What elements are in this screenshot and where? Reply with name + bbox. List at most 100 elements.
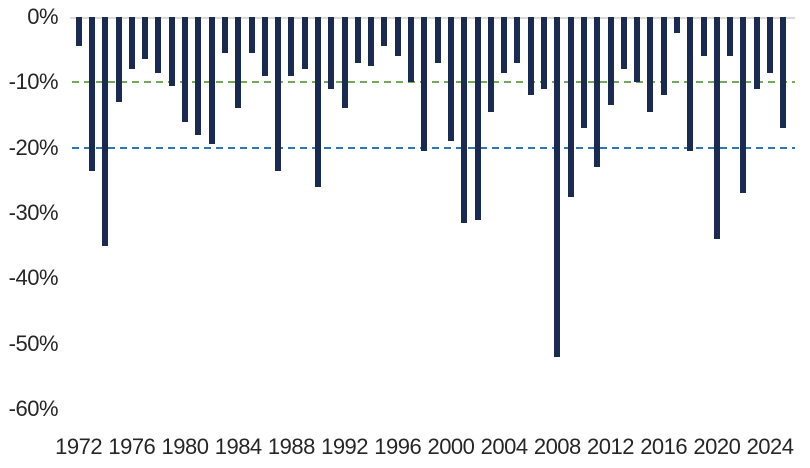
bar-1982 (208, 17, 215, 145)
bar-slot-2004 (498, 17, 511, 409)
x-tick-label: 2008 (533, 434, 581, 459)
bar-slot-2022 (737, 17, 750, 409)
bar-slot-2011 (591, 17, 604, 409)
x-tick-label: 1984 (214, 434, 262, 459)
bar-1988 (288, 17, 295, 76)
bar-slot-1992 (338, 17, 351, 409)
y-tick-label: 0% (27, 4, 58, 29)
bar-series (72, 17, 790, 409)
bar-slot-1997 (404, 17, 417, 409)
bar-slot-2002 (471, 17, 484, 409)
bar-slot-2009 (564, 17, 577, 409)
bar-1995 (381, 17, 388, 47)
zero-percent-baseline (70, 17, 795, 19)
bar-2000 (447, 17, 454, 142)
reference-line--20pct (72, 146, 795, 149)
bar-2011 (594, 17, 601, 168)
y-tick-label: -10% (8, 69, 59, 95)
bar-slot-1981 (192, 17, 205, 409)
bar-1979 (168, 17, 175, 86)
bar-slot-1994 (365, 17, 378, 409)
bar-slot-1986 (258, 17, 271, 409)
x-tick-label: 1992 (321, 434, 369, 459)
bar-1975 (115, 17, 122, 102)
bar-1985 (248, 17, 255, 53)
bar-slot-2015 (644, 17, 657, 409)
bar-2002 (474, 17, 481, 220)
bar-slot-1988 (285, 17, 298, 409)
bar-slot-2018 (684, 17, 697, 409)
reference-line--10pct (72, 81, 795, 84)
bar-1973 (88, 17, 95, 171)
bar-slot-1998 (418, 17, 431, 409)
bar-2009 (567, 17, 574, 197)
bar-2024 (767, 17, 774, 73)
x-tick-label: 1980 (161, 434, 209, 459)
bar-1996 (394, 17, 401, 57)
bar-slot-2014 (630, 17, 643, 409)
x-tick-label: 1976 (108, 434, 156, 459)
bar-1989 (301, 17, 308, 70)
bar-2013 (620, 17, 627, 70)
x-tick-label: 2020 (693, 434, 741, 459)
bar-slot-1991 (325, 17, 338, 409)
bar-slot-1983 (218, 17, 231, 409)
y-tick-label: -40% (8, 265, 59, 291)
bar-slot-2013 (617, 17, 630, 409)
bar-1974 (102, 17, 109, 246)
bar-slot-1975 (112, 17, 125, 409)
y-tick-label: -60% (8, 396, 59, 421)
bar-slot-2019 (697, 17, 710, 409)
bar-slot-1999 (431, 17, 444, 409)
bar-1977 (142, 17, 149, 60)
bar-slot-2021 (724, 17, 737, 409)
x-tick-label: 2004 (480, 434, 528, 459)
bar-1997 (408, 17, 415, 83)
bar-slot-1979 (165, 17, 178, 409)
x-tick-label: 2012 (587, 434, 634, 459)
bar-slot-1976 (125, 17, 138, 409)
bar-slot-2025 (777, 17, 790, 409)
bar-2015 (647, 17, 654, 112)
bar-2010 (580, 17, 587, 129)
bar-2018 (687, 17, 694, 151)
bar-slot-1995 (378, 17, 391, 409)
bar-slot-2007 (537, 17, 550, 409)
bar-slot-1978 (152, 17, 165, 409)
bar-1984 (235, 17, 242, 109)
bar-1994 (368, 17, 375, 66)
plot-area (70, 17, 795, 409)
bar-2006 (527, 17, 534, 96)
bar-slot-2000 (444, 17, 457, 409)
bar-slot-1990 (311, 17, 324, 409)
bar-1992 (341, 17, 348, 109)
bar-slot-1977 (138, 17, 151, 409)
bar-2003 (487, 17, 494, 112)
bar-1983 (221, 17, 228, 53)
bar-slot-2003 (484, 17, 497, 409)
bar-slot-1974 (99, 17, 112, 409)
y-tick-label: -50% (8, 330, 59, 356)
bar-2025 (780, 17, 787, 129)
bar-slot-1984 (232, 17, 245, 409)
x-tick-label: 1988 (267, 434, 315, 459)
x-tick-label: 2000 (427, 434, 475, 459)
bar-2007 (541, 17, 548, 89)
bar-1998 (421, 17, 428, 151)
bar-slot-1993 (351, 17, 364, 409)
bar-slot-2008 (551, 17, 564, 409)
bar-2012 (607, 17, 614, 106)
bar-slot-2005 (511, 17, 524, 409)
bar-slot-1980 (178, 17, 191, 409)
bar-2020 (713, 17, 720, 240)
bar-2021 (727, 17, 734, 57)
bar-1999 (434, 17, 441, 63)
bar-1972 (75, 17, 82, 47)
x-tick-label: 1972 (55, 434, 103, 459)
bar-1976 (128, 17, 135, 70)
bar-slot-1972 (72, 17, 85, 409)
bar-slot-2012 (604, 17, 617, 409)
bar-1981 (195, 17, 202, 135)
bar-1978 (155, 17, 162, 73)
